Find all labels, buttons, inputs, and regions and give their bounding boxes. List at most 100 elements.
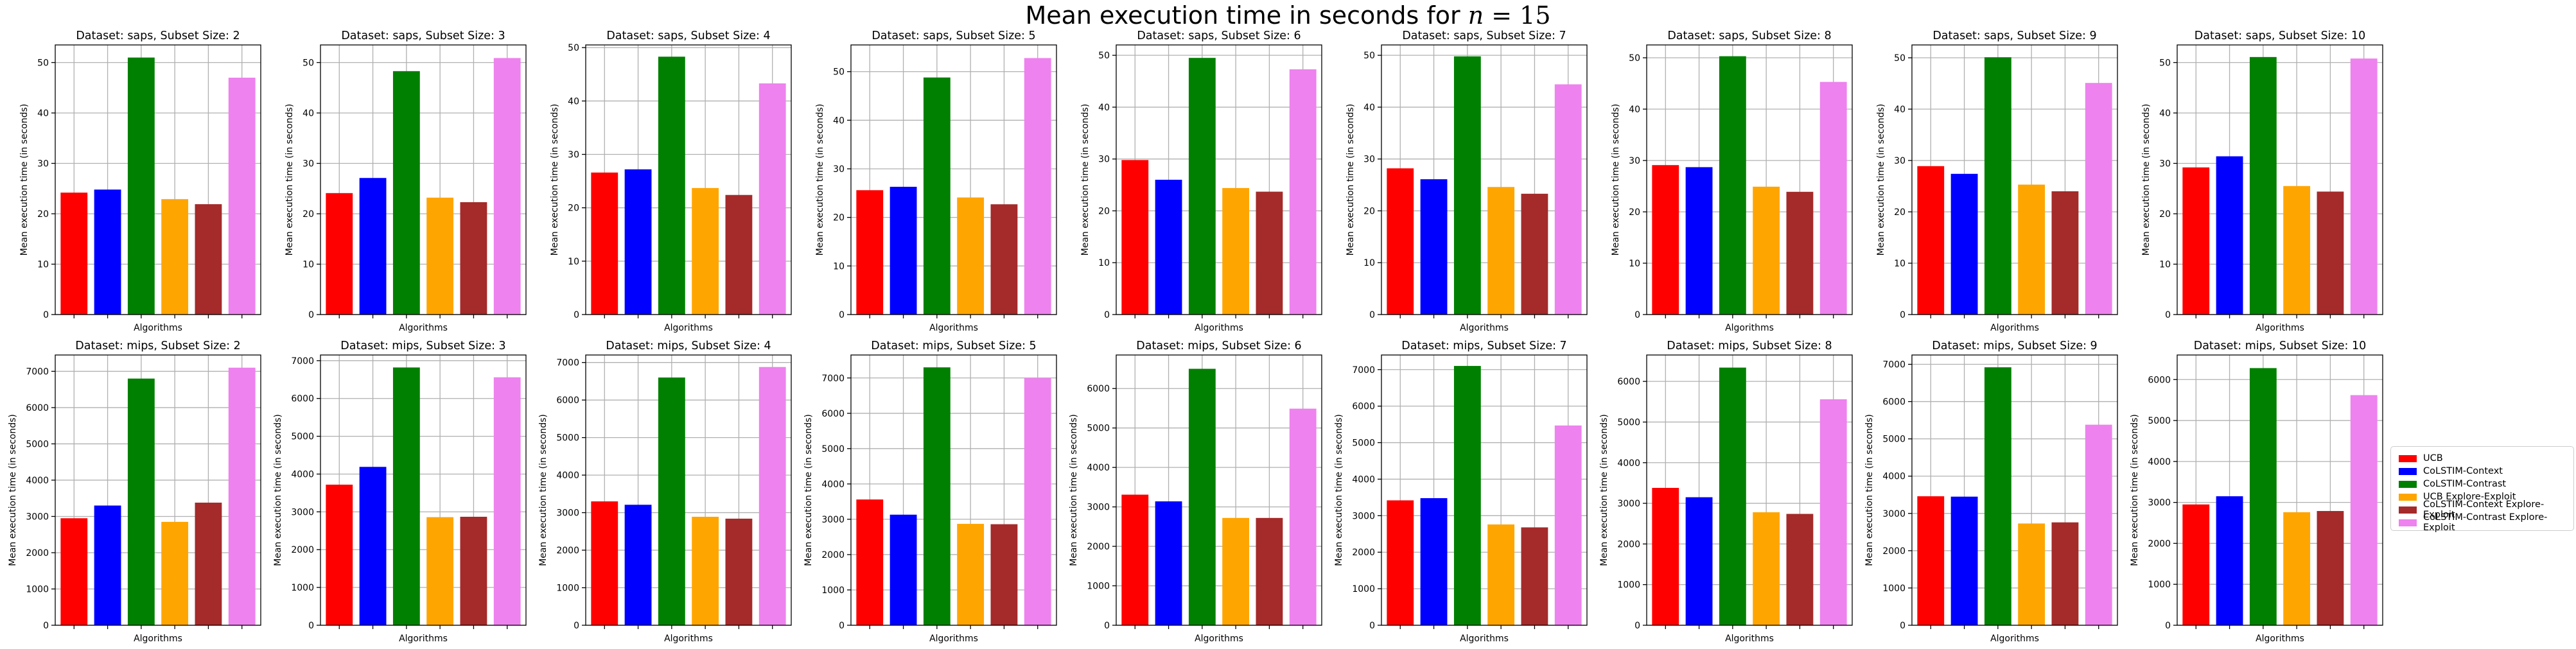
- y-tick-label: 1000: [291, 583, 314, 593]
- bar: [2283, 512, 2311, 625]
- y-tick-label: 10: [2159, 259, 2171, 270]
- y-tick-label: 7000: [556, 358, 579, 368]
- axes-frame: [1646, 44, 1853, 315]
- bar: [692, 517, 719, 625]
- bar: [1786, 191, 1814, 315]
- axes-frame: [1646, 354, 1853, 626]
- bar: [359, 178, 387, 315]
- bar: [1554, 425, 1582, 625]
- chart-panel: 0 1000 2000 3000 4000 5000 6000 Dataset: mips, …: [2130, 340, 2383, 644]
- y-axis-label: Mean execution time (in seconds): [1334, 414, 1344, 566]
- bar: [1121, 494, 1149, 625]
- chart-title: Dataset: saps, Subset Size: 4: [606, 30, 770, 42]
- bar: [1155, 501, 1182, 625]
- bar: [1453, 56, 1481, 315]
- bar: [1554, 84, 1582, 315]
- chart-panel: 0 10 20 30 40 50 Dataset: saps, Subset Size: 4…: [550, 30, 792, 333]
- bar: [1188, 368, 1216, 625]
- legend-swatch-ucb: [2399, 454, 2417, 462]
- bar: [1753, 512, 1780, 625]
- bar: [127, 378, 155, 625]
- y-tick-label: 50: [1098, 51, 1110, 61]
- bar: [195, 204, 222, 315]
- y-tick-label: 5000: [556, 433, 579, 444]
- y-tick-label: 10: [302, 259, 314, 270]
- x-axis-label: Algorithms: [134, 323, 182, 333]
- y-tick-label: 1000: [1617, 580, 1640, 591]
- y-tick-label: 3000: [26, 512, 49, 522]
- y-axis-label: Mean execution time (in seconds): [1345, 104, 1356, 256]
- axes-frame: [320, 354, 527, 626]
- bar: [1685, 167, 1713, 315]
- y-tick-label: 0: [308, 621, 314, 631]
- bar: [2051, 522, 2079, 625]
- axes-frame: [2177, 354, 2383, 626]
- bar: [2018, 523, 2046, 625]
- bar: [326, 193, 353, 315]
- bar: [1521, 193, 1548, 315]
- y-tick-label: 20: [1098, 206, 1110, 216]
- y-tick-label: 5000: [1617, 417, 1640, 428]
- y-axis-label: Mean execution time (in seconds): [1611, 104, 1621, 256]
- chart-panel: 0 10 20 30 40 50 Dataset: saps, Subset Size: 5…: [815, 30, 1057, 333]
- x-axis-label: Algorithms: [399, 634, 448, 644]
- suptitle-text: Mean execution time in seconds for: [1025, 1, 1468, 30]
- legend-item-ucb: UCB: [2399, 452, 2573, 465]
- y-axis-label: Mean execution time (in seconds): [285, 104, 295, 256]
- bar: [493, 377, 521, 625]
- bar: [758, 367, 786, 625]
- x-axis-label: Algorithms: [1460, 323, 1509, 333]
- y-tick-label: 5000: [1882, 435, 1906, 445]
- chart-panel: 0 10 20 30 40 50 Dataset: saps, Subset Size: 7…: [1345, 30, 1588, 333]
- bar: [359, 467, 387, 625]
- y-tick-label: 40: [1098, 103, 1110, 113]
- y-axis-label: Mean execution time (in seconds): [1069, 414, 1079, 566]
- bar: [2249, 368, 2277, 625]
- bar: [1652, 165, 1679, 315]
- bar: [624, 169, 652, 315]
- y-tick-label: 3000: [1352, 511, 1375, 521]
- y-tick-label: 6000: [1617, 377, 1640, 387]
- y-tick-label: 1000: [1882, 584, 1906, 594]
- y-tick-label: 6000: [821, 409, 845, 419]
- y-tick-label: 2000: [1882, 546, 1906, 557]
- y-tick-label: 6000: [1352, 402, 1375, 412]
- y-tick-label: 7000: [1352, 365, 1375, 376]
- bar: [2216, 496, 2243, 625]
- bar: [1719, 367, 1746, 625]
- bar: [725, 518, 753, 625]
- y-tick-label: 50: [37, 58, 49, 68]
- bar: [2085, 83, 2112, 315]
- bar: [2182, 504, 2210, 625]
- axes-frame: [1116, 354, 1322, 626]
- bar: [856, 190, 884, 315]
- legend-swatch-colstim-contrast: [2399, 480, 2417, 488]
- chart-panel: 0 10 20 30 40 50 Dataset: saps, Subset Size: 9…: [1876, 30, 2118, 333]
- y-tick-label: 1000: [1352, 584, 1375, 594]
- y-tick-label: 30: [37, 159, 49, 169]
- bar: [1188, 58, 1216, 315]
- y-tick-label: 7000: [1882, 360, 1906, 370]
- y-axis-label: Mean execution time (in seconds): [538, 414, 548, 566]
- y-tick-label: 7000: [26, 367, 49, 377]
- y-tick-label: 20: [568, 203, 579, 214]
- bar: [1024, 58, 1051, 315]
- x-axis-label: Algorithms: [1990, 323, 2039, 333]
- chart-panel: 0 1000 2000 3000 4000 5000 6000 7000 Dataset: mi…: [538, 340, 792, 644]
- bar: [1521, 527, 1548, 625]
- y-tick-label: 2000: [1087, 542, 1110, 552]
- legend-swatch-colstim-context: [2399, 467, 2417, 475]
- chart-title: Dataset: mips, Subset Size: 8: [1667, 340, 1832, 352]
- chart-panel: 0 1000 2000 3000 4000 5000 6000 7000 Dataset: mi…: [273, 340, 527, 644]
- bar: [1024, 377, 1051, 625]
- bar: [923, 367, 951, 625]
- bar: [990, 524, 1018, 625]
- legend-label-ucb: UCB: [2423, 453, 2443, 463]
- bar: [658, 56, 685, 315]
- y-tick-label: 3000: [1087, 503, 1110, 513]
- y-tick-label: 1000: [556, 584, 579, 594]
- y-axis-label: Mean execution time (in seconds): [1876, 104, 1886, 256]
- chart-title: Dataset: mips, Subset Size: 6: [1136, 340, 1301, 352]
- suptitle-math-variable: n: [1468, 1, 1484, 30]
- y-tick-label: 30: [833, 164, 845, 175]
